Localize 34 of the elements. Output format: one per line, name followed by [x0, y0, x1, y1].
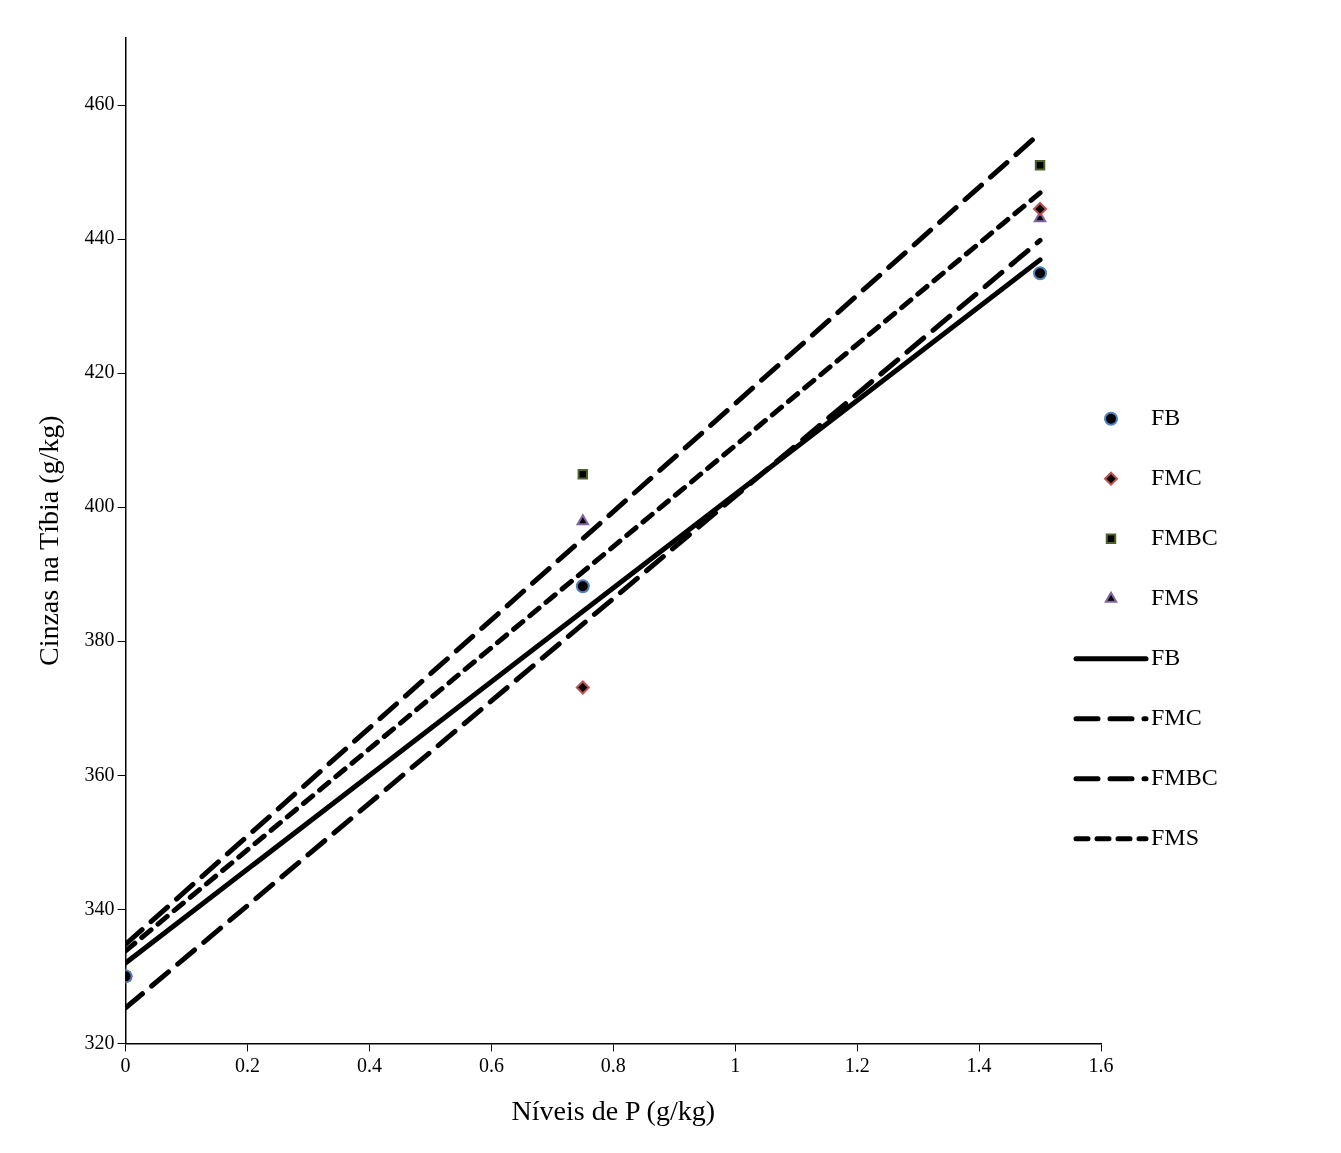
point	[576, 514, 590, 526]
legend-label: FMC	[1151, 704, 1202, 730]
legend-label: FMS	[1151, 584, 1200, 610]
point	[1033, 201, 1048, 216]
legend-label: FB	[1151, 404, 1181, 430]
y-tick-label: 420	[84, 360, 115, 383]
y-axis-title: Cinzas na Tíbia (g/kg)	[33, 415, 65, 667]
point	[575, 680, 590, 695]
legend-label: FMC	[1151, 464, 1202, 490]
legend-label: FMBC	[1151, 764, 1218, 790]
x-tick-label: 0.8	[600, 1053, 626, 1076]
legend-label: FB	[1151, 644, 1181, 670]
x-tick-label: 0.6	[478, 1053, 504, 1076]
legend-label: FMBC	[1151, 524, 1218, 550]
x-tick-label: 0.4	[356, 1053, 382, 1076]
y-tick-label: 340	[84, 896, 115, 919]
point	[1033, 266, 1048, 281]
point	[1034, 160, 1046, 171]
y-tick-label: 440	[84, 226, 115, 249]
y-tick-label: 460	[84, 92, 115, 115]
y-tick-label: 380	[84, 628, 115, 651]
x-tick-label: 0.2	[235, 1053, 261, 1076]
y-tick-label: 400	[84, 494, 115, 517]
y-tick-label: 320	[84, 1030, 115, 1053]
x-tick-label: 1	[730, 1053, 741, 1076]
x-tick-label: 1.6	[1088, 1053, 1114, 1076]
x-tick-label: 1.4	[966, 1053, 992, 1076]
x-tick-label: 0	[120, 1053, 131, 1076]
y-tick-label: 360	[84, 762, 115, 785]
legend-label: FMS	[1151, 824, 1200, 850]
x-axis-title: Níveis de P (g/kg)	[511, 1094, 716, 1126]
point	[577, 469, 589, 480]
x-tick-label: 1.2	[844, 1053, 870, 1076]
point	[575, 579, 590, 594]
